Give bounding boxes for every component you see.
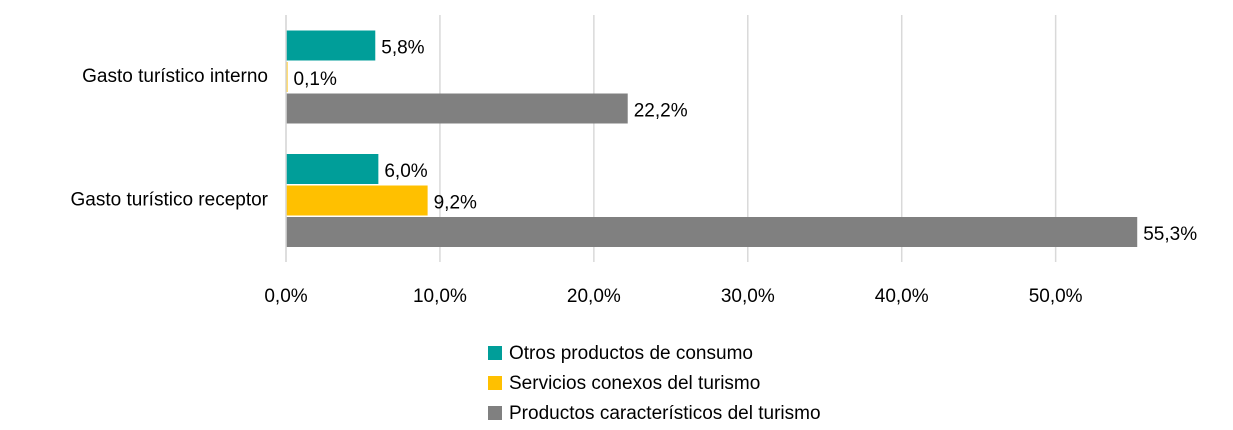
x-tick-label: 50,0% (1029, 286, 1083, 307)
bar (286, 217, 1138, 247)
x-tick-label: 0,0% (264, 286, 307, 307)
legend-label: Otros productos de consumo (509, 343, 753, 364)
bar (286, 185, 428, 216)
x-tick-label: 10,0% (413, 286, 467, 307)
value-label: 0,1% (294, 69, 337, 90)
y-tick-label: Gasto turístico interno (82, 66, 268, 87)
y-tick-label: Gasto turístico receptor (71, 189, 269, 210)
value-label: 22,2% (634, 100, 688, 121)
x-tick-label: 40,0% (875, 286, 929, 307)
legend-swatch (488, 376, 502, 390)
value-label: 55,3% (1143, 224, 1197, 245)
legend-label: Productos característicos del turismo (509, 403, 821, 424)
legend-label: Servicios conexos del turismo (509, 373, 760, 394)
legend-swatch (488, 406, 502, 420)
bar (286, 154, 379, 184)
legend-swatch (488, 346, 502, 360)
bar (286, 62, 288, 92)
bar (286, 93, 628, 124)
value-label: 6,0% (384, 161, 427, 182)
bar (286, 30, 376, 61)
value-label: 9,2% (434, 192, 477, 213)
x-tick-label: 20,0% (567, 286, 621, 307)
value-label: 5,8% (381, 37, 424, 58)
x-tick-label: 30,0% (721, 286, 775, 307)
